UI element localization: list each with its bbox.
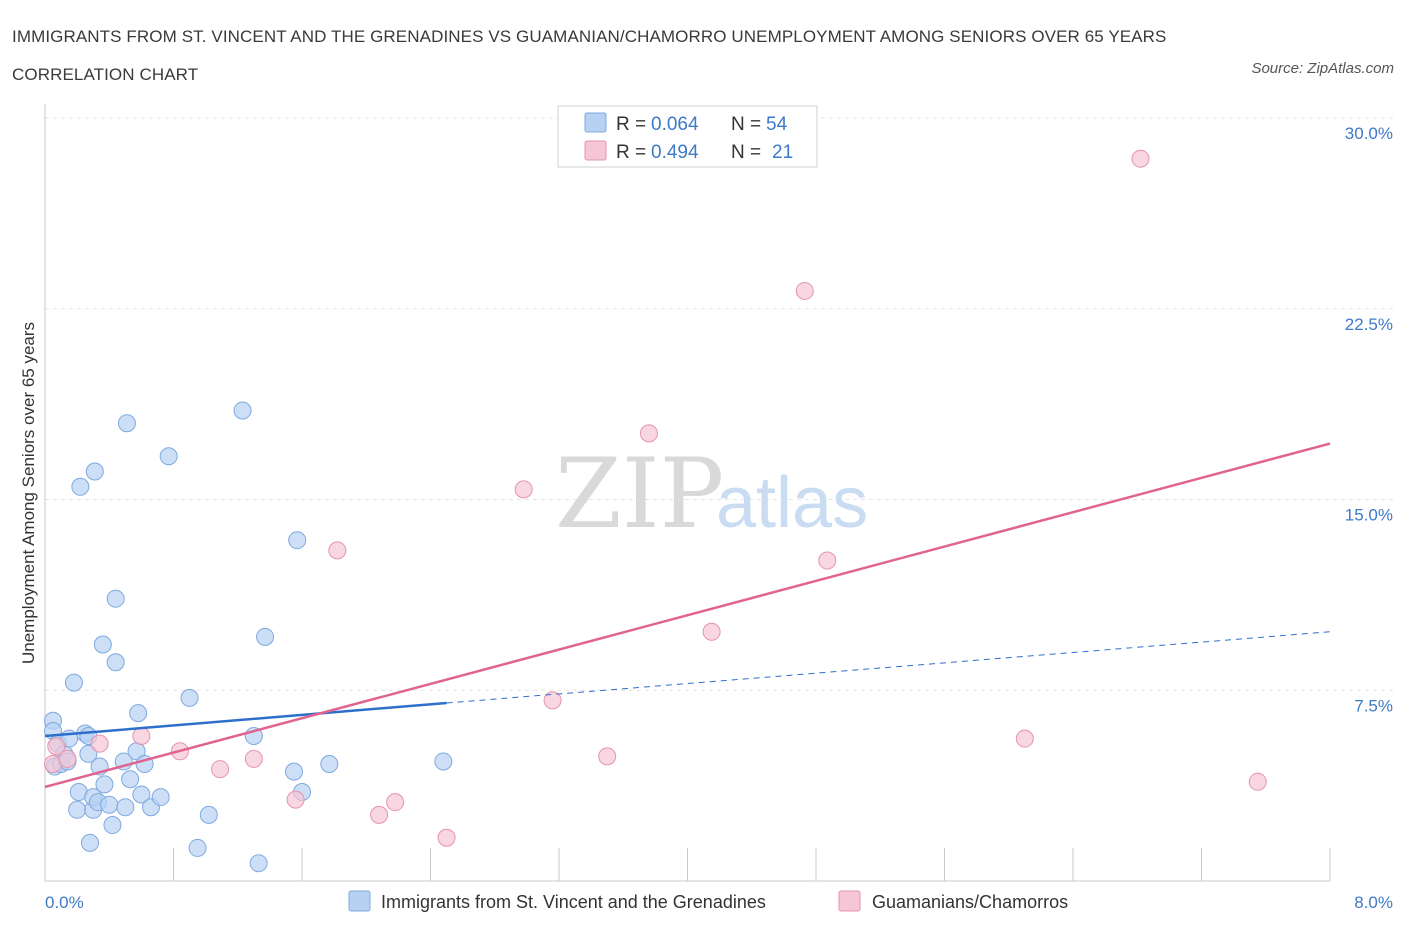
y-axis-label: Unemployment Among Seniors over 65 years	[19, 322, 38, 664]
chart-title: IMMIGRANTS FROM ST. VINCENT AND THE GREN…	[12, 27, 1167, 84]
point-pink-7	[244, 749, 263, 768]
stats-legend-r-value-blue: 0.064	[651, 114, 699, 135]
point-blue-15	[80, 833, 99, 852]
point-blue-40	[199, 805, 218, 824]
point-blue-39	[188, 838, 207, 857]
point-pink-8	[286, 790, 305, 809]
point-pink-16	[639, 424, 658, 443]
point-pink-6	[211, 760, 230, 779]
point-blue-24	[103, 816, 122, 835]
point-pink-2	[58, 749, 77, 768]
trend-line-blue	[44, 701, 447, 738]
point-pink-21	[1131, 149, 1150, 168]
point-blue-44	[256, 627, 275, 646]
point-pink-18	[795, 281, 814, 300]
x-tick-min: 0.0%	[45, 893, 84, 912]
point-pink-15	[598, 747, 617, 766]
point-blue-26	[106, 589, 125, 608]
stats-legend-n-label-pink: N =	[731, 142, 761, 163]
watermark-atlas: atlas	[716, 463, 868, 543]
point-blue-29	[117, 414, 136, 433]
trend-line-pink	[44, 442, 1331, 789]
point-blue-28	[116, 798, 135, 817]
point-blue-23	[100, 795, 119, 814]
point-blue-43	[249, 854, 268, 873]
y-tick-label-3: 30.0%	[1345, 124, 1393, 143]
point-pink-17	[702, 622, 721, 641]
axes	[44, 104, 1331, 882]
point-blue-48	[320, 755, 339, 774]
point-blue-30	[121, 770, 140, 789]
point-blue-8	[64, 673, 83, 692]
point-blue-32	[129, 704, 148, 723]
x-tick-labels: 0.0% 8.0%	[45, 893, 1393, 912]
trend-lines	[44, 442, 1331, 789]
watermark-zip: ZIP	[555, 438, 724, 550]
point-pink-22	[1248, 772, 1267, 791]
point-pink-19	[818, 551, 837, 570]
stats-legend-swatch-blue	[584, 112, 607, 133]
point-pink-1	[47, 737, 66, 756]
series-legend-label-blue: Immigrants from St. Vincent and the Gren…	[381, 892, 766, 912]
series-legend-swatch-blue	[348, 890, 371, 912]
stats-legend-r-label-pink: R =	[616, 142, 646, 163]
point-blue-36	[151, 788, 170, 807]
point-pink-14	[543, 691, 562, 710]
chart-source: Source: ZipAtlas.com	[1251, 60, 1394, 77]
point-blue-22	[95, 775, 114, 794]
stats-legend-n-value-pink: 21	[772, 142, 793, 163]
point-pink-13	[514, 480, 533, 499]
point-blue-38	[180, 688, 199, 707]
point-blue-41	[233, 401, 252, 420]
point-blue-37	[159, 447, 178, 466]
series-legend: Immigrants from St. Vincent and the Gren…	[348, 890, 1068, 912]
point-blue-11	[71, 477, 90, 496]
point-pink-3	[90, 734, 109, 753]
point-blue-49	[434, 752, 453, 771]
stats-legend-n-value-blue: 54	[766, 114, 788, 135]
point-blue-33	[132, 785, 151, 804]
point-pink-10	[370, 805, 389, 824]
point-blue-9	[68, 800, 87, 819]
stats-legend-r-label-blue: R =	[616, 114, 646, 135]
point-pink-12	[437, 828, 456, 847]
y-tick-label-0: 7.5%	[1354, 696, 1393, 715]
y-tick-label-1: 15.0%	[1345, 506, 1393, 525]
x-tick-max: 8.0%	[1354, 893, 1393, 912]
stats-legend-swatch-pink	[584, 140, 607, 161]
point-blue-46	[288, 531, 307, 550]
point-blue-14	[79, 744, 98, 763]
y-tick-labels: 7.5% 15.0% 22.5% 30.0%	[1345, 124, 1393, 715]
watermark: ZIP atlas	[555, 438, 868, 550]
series-legend-label-pink: Guamanians/Chamorros	[872, 892, 1068, 912]
point-blue-18	[85, 462, 104, 481]
point-pink-4	[132, 727, 151, 746]
point-blue-45	[284, 762, 303, 781]
point-pink-11	[386, 793, 405, 812]
stats-legend-n-label-blue: N =	[731, 114, 761, 135]
trend-line-blue-extension	[446, 631, 1331, 704]
y-tick-label-2: 22.5%	[1345, 315, 1393, 334]
stats-legend: R = 0.064 N = 54 R = 0.494 N = 21	[557, 105, 818, 168]
series-legend-swatch-pink	[838, 890, 861, 912]
point-blue-25	[106, 653, 125, 672]
point-blue-21	[93, 635, 112, 654]
stats-legend-r-value-pink: 0.494	[651, 142, 699, 163]
point-pink-9	[328, 541, 347, 560]
point-pink-20	[1015, 729, 1034, 748]
series-pink-points	[44, 149, 1267, 847]
